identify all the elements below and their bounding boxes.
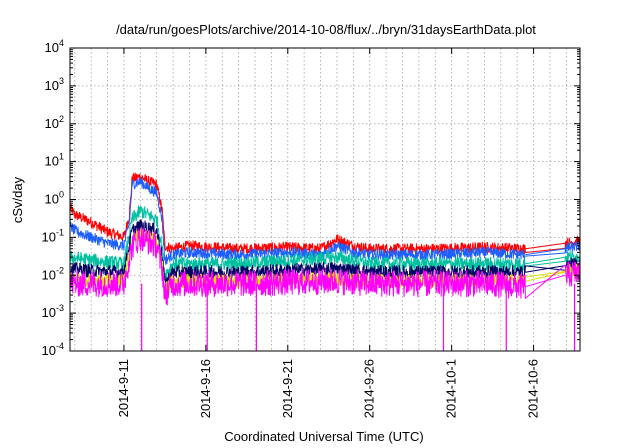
- x-tick-label: 2014-9-26: [362, 359, 377, 418]
- x-tick-label: 2014-10-6: [526, 359, 541, 418]
- y-tick-label: 103: [45, 76, 64, 93]
- grid: [70, 47, 580, 352]
- y-tick-label: 100: [45, 190, 64, 207]
- ticks: [70, 47, 580, 352]
- y-tick-label: 10-2: [42, 265, 64, 282]
- y-axis-label: cSv/day: [10, 176, 25, 223]
- y-tick-label: 10-1: [42, 227, 64, 244]
- y-tick-label: 104: [45, 38, 64, 55]
- y-tick-label: 101: [45, 152, 64, 169]
- x-tick-labels: 2014-9-11 2014-9-16 2014-9-21 2014-9-26 2014…: [116, 359, 541, 418]
- x-axis-label: Coordinated Universal Time (UTC): [224, 429, 423, 444]
- series-group: [69, 172, 581, 351]
- series-line: [69, 176, 581, 265]
- y-tick-label: 102: [45, 114, 64, 131]
- y-tick-label: 10-3: [42, 303, 64, 320]
- y-tick-label: 10-4: [42, 341, 64, 358]
- x-tick-label: 2014-9-11: [116, 359, 131, 417]
- y-tick-labels: 10-4 10-3 10-2 10-1 100 101 102 103 104: [42, 38, 64, 358]
- x-tick-label: 2014-9-21: [280, 359, 295, 418]
- x-tick-label: 2014-10-1: [444, 359, 459, 418]
- x-tick-label: 2014-9-16: [198, 359, 213, 418]
- chart-title: /data/run/goesPlots/archive/2014-10-08/f…: [116, 22, 536, 37]
- series-line: [69, 205, 581, 281]
- series-line: [69, 226, 581, 306]
